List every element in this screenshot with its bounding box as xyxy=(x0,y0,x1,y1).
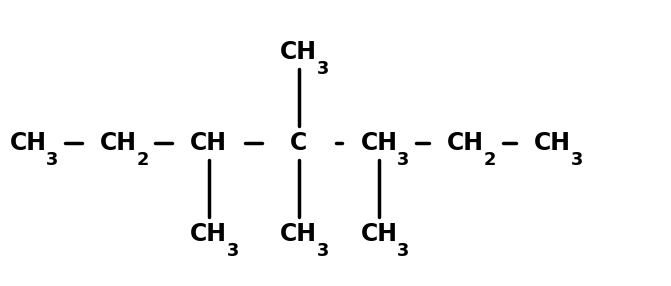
Text: 3: 3 xyxy=(397,242,409,260)
Text: CH: CH xyxy=(190,222,227,246)
Text: CH: CH xyxy=(534,131,571,155)
Text: CH: CH xyxy=(100,131,137,155)
Text: 2: 2 xyxy=(484,151,496,169)
Text: 3: 3 xyxy=(397,151,409,169)
Text: CH: CH xyxy=(448,131,484,155)
Text: 3: 3 xyxy=(317,60,329,78)
Text: CH: CH xyxy=(360,222,397,246)
Text: 3: 3 xyxy=(317,242,329,260)
Text: CH: CH xyxy=(280,40,317,64)
Text: CH: CH xyxy=(190,131,227,155)
Text: 3: 3 xyxy=(570,151,583,169)
Text: 2: 2 xyxy=(136,151,148,169)
Text: 3: 3 xyxy=(227,242,239,260)
Text: C: C xyxy=(290,131,307,155)
Text: CH: CH xyxy=(9,131,46,155)
Text: CH: CH xyxy=(360,131,397,155)
Text: 3: 3 xyxy=(46,151,58,169)
Text: CH: CH xyxy=(280,222,317,246)
